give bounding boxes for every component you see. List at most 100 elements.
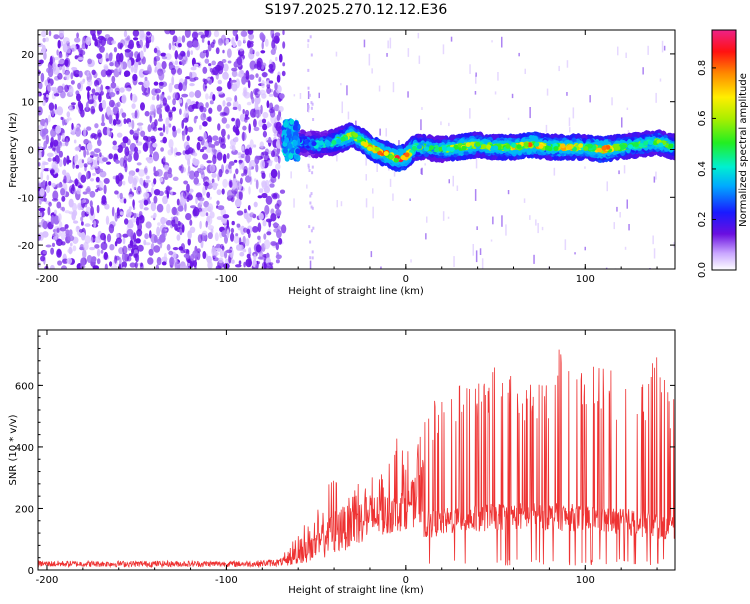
noise-cell — [119, 192, 123, 200]
noise-cell — [160, 52, 167, 57]
noise-cell — [136, 122, 144, 126]
streak-cell — [474, 91, 477, 95]
streak-cell — [363, 39, 366, 48]
noise-cell — [161, 95, 164, 99]
noise-cell — [158, 71, 165, 81]
noise-cell — [110, 82, 117, 89]
noise-cell — [256, 106, 261, 110]
streak-cell — [307, 43, 309, 48]
noise-cell — [212, 135, 219, 141]
streak-cell — [426, 216, 428, 223]
streak-cell — [421, 107, 423, 110]
noise-cell — [77, 57, 84, 61]
noise-cell — [137, 186, 141, 192]
noise-cell — [116, 52, 121, 63]
noise-cell — [38, 142, 41, 147]
streak-cell — [518, 52, 520, 57]
noise-cell — [54, 103, 57, 111]
noise-cell — [166, 244, 171, 251]
noise-cell — [39, 59, 44, 64]
noise-cell — [256, 155, 260, 162]
streak-cell — [420, 168, 422, 174]
noise-cell — [77, 82, 82, 90]
streak-cell — [340, 83, 342, 86]
noise-cell — [186, 135, 190, 142]
streak-cell — [309, 256, 312, 260]
noise-cell — [124, 218, 129, 225]
noise-cell — [108, 92, 116, 98]
noise-cell — [146, 156, 154, 164]
streak-cell — [661, 40, 664, 53]
noise-cell — [261, 192, 268, 199]
streak-cell — [655, 171, 657, 180]
noise-cell — [234, 198, 242, 208]
noise-cell — [174, 261, 181, 269]
streak-cell — [307, 91, 310, 99]
noise-cell — [73, 139, 77, 144]
noise-cell — [186, 183, 190, 193]
noise-cell — [135, 168, 140, 173]
noise-cell — [221, 128, 226, 137]
noise-cell — [199, 220, 202, 230]
streak-cell — [524, 68, 526, 74]
noise-cell — [159, 132, 164, 137]
noise-cell — [192, 152, 198, 157]
noise-cell — [149, 146, 154, 156]
noise-cell — [48, 114, 51, 123]
noise-cell — [53, 34, 60, 40]
noise-cell — [72, 69, 76, 77]
noise-cell — [220, 143, 223, 148]
streak-cell — [407, 91, 409, 98]
noise-cell — [143, 44, 147, 53]
noise-cell — [255, 244, 262, 253]
streak-cell — [308, 169, 311, 172]
noise-cell — [96, 53, 103, 59]
streak-cell — [505, 224, 507, 236]
noise-cell — [94, 244, 100, 249]
noise-cell — [128, 253, 133, 257]
noise-cell — [178, 246, 184, 251]
noise-cell — [84, 223, 91, 227]
streak-cell — [335, 51, 338, 57]
noise-cell — [92, 33, 96, 41]
streak-cell — [475, 75, 477, 84]
streak-cell — [626, 199, 628, 209]
noise-cell — [207, 232, 213, 240]
noise-cell — [201, 37, 205, 43]
noise-cell — [223, 63, 229, 72]
noise-cell — [57, 260, 63, 266]
noise-cell — [57, 249, 62, 256]
noise-cell — [144, 233, 149, 240]
noise-cell — [71, 122, 74, 130]
noise-cell — [168, 139, 174, 149]
streak-cell — [310, 53, 313, 57]
noise-cell — [247, 80, 251, 89]
noise-cell — [175, 210, 179, 216]
noise-cell — [52, 242, 55, 247]
noise-cell — [211, 145, 216, 153]
noise-cell — [61, 206, 65, 212]
noise-cell — [148, 248, 154, 256]
noise-cell — [143, 199, 149, 206]
noise-cell — [81, 210, 86, 218]
noise-cell — [192, 209, 198, 217]
noise-cell — [139, 50, 144, 59]
noise-cell — [152, 151, 160, 162]
noise-cell — [179, 228, 183, 236]
noise-cell — [128, 59, 132, 69]
noise-cell — [68, 229, 73, 236]
noise-cell — [209, 164, 216, 173]
streak-cell — [372, 188, 374, 194]
noise-cell — [253, 253, 257, 261]
noise-cell — [62, 37, 70, 44]
noise-cell — [56, 49, 59, 56]
noise-cell — [216, 200, 220, 206]
noise-cell — [133, 151, 139, 161]
noise-cell — [243, 261, 246, 268]
noise-cell — [138, 81, 144, 85]
noise-cell — [231, 259, 235, 264]
noise-cell — [73, 220, 79, 224]
streak-cell — [311, 102, 314, 106]
noise-cell — [137, 238, 141, 244]
streak-cell — [299, 93, 302, 99]
